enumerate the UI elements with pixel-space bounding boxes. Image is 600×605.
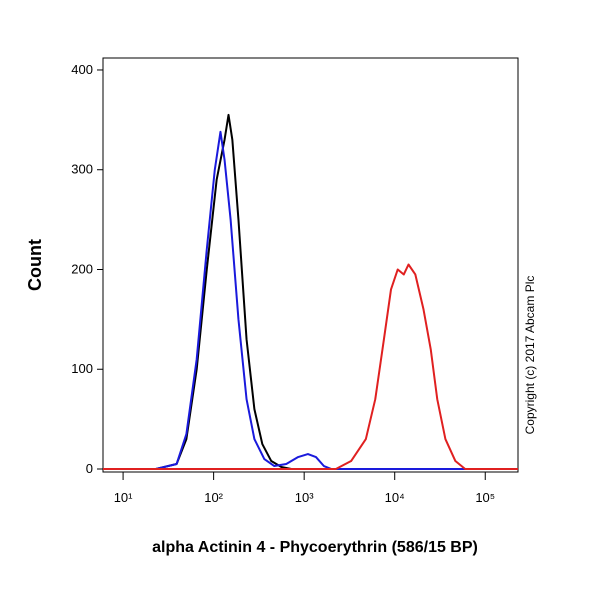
y-tick-label: 0 (86, 461, 93, 476)
x-axis-label: alpha Actinin 4 - Phycoerythrin (586/15 … (152, 539, 478, 556)
copyright: Copyright (c) 2017 Abcam Plc (523, 276, 537, 435)
y-tick-label: 100 (71, 361, 93, 376)
histogram-line (103, 113, 518, 471)
x-tick-label: 10² (204, 490, 223, 505)
x-tick-label: 10³ (295, 490, 314, 505)
y-tick-label: 300 (71, 162, 93, 177)
histogram-line (103, 263, 518, 471)
y-axis-label: Count (25, 239, 45, 291)
y-tick-label: 400 (71, 62, 93, 77)
x-tick-label: 10⁴ (385, 490, 405, 505)
x-tick-label: 10⁵ (475, 490, 495, 505)
histogram-line (103, 130, 518, 471)
plot-frame (102, 57, 519, 473)
y-tick-label: 200 (71, 261, 93, 276)
x-tick-label: 10¹ (114, 490, 133, 505)
